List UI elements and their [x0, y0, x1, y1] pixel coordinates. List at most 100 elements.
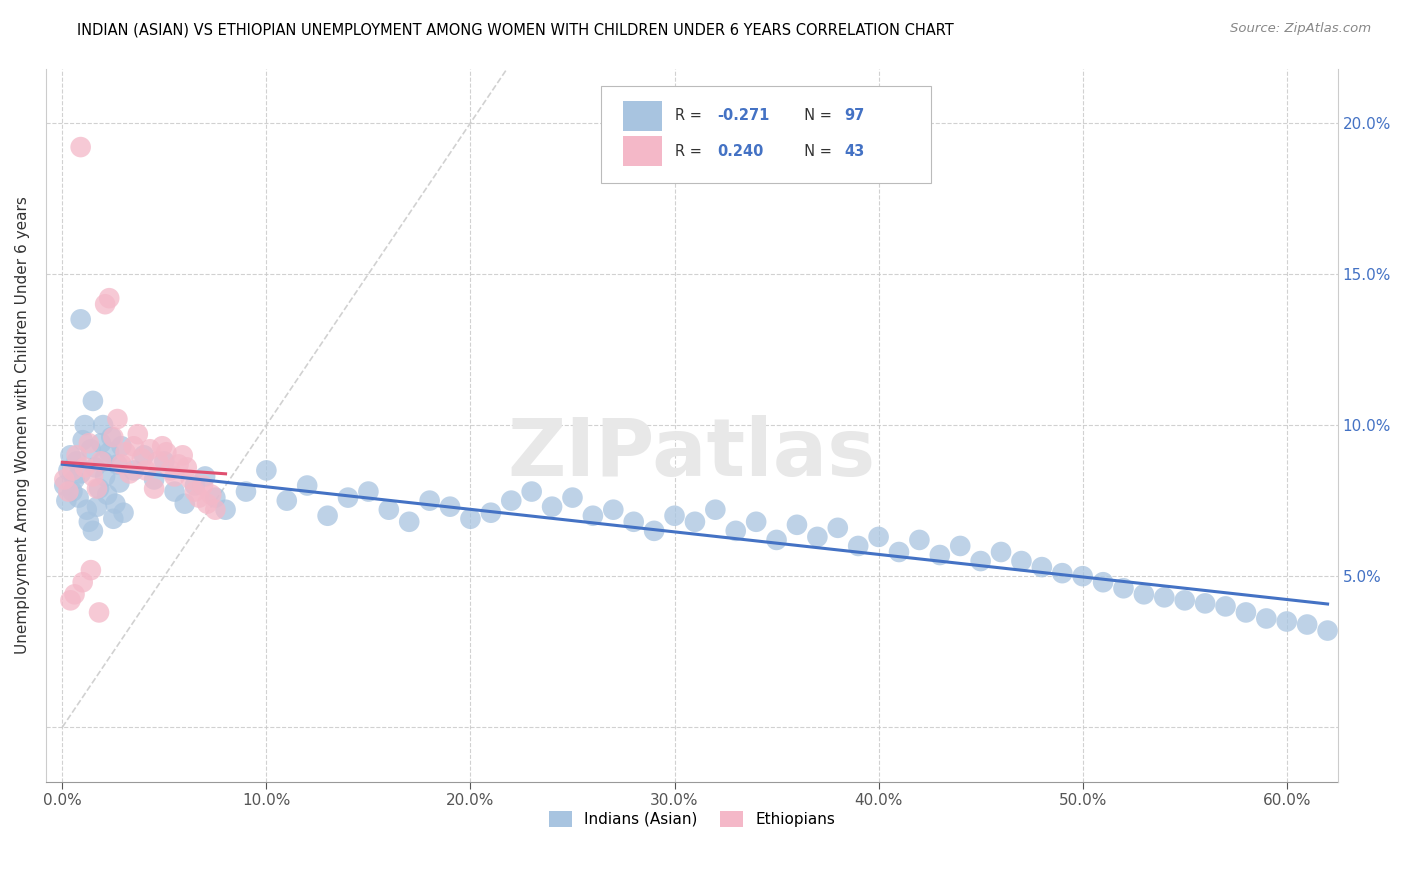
Point: [846, 539, 869, 553]
Point: [1071, 569, 1094, 583]
Point: [254, 463, 277, 477]
Point: [112, 506, 135, 520]
Point: [194, 469, 217, 483]
Point: [139, 442, 162, 457]
Point: [541, 500, 564, 514]
Point: [108, 475, 131, 490]
Point: [1215, 599, 1237, 614]
Y-axis label: Unemployment Among Women with Children Under 6 years: Unemployment Among Women with Children U…: [15, 196, 30, 654]
Point: [195, 497, 218, 511]
Point: [765, 533, 787, 547]
Point: [87, 606, 110, 620]
Point: [69, 312, 91, 326]
Point: [58, 463, 80, 477]
Point: [561, 491, 583, 505]
Point: [76, 502, 98, 516]
Point: [1256, 611, 1278, 625]
Point: [582, 508, 605, 523]
Point: [118, 467, 141, 481]
Point: [704, 502, 727, 516]
Point: [94, 297, 117, 311]
Point: [908, 533, 931, 547]
Point: [1052, 566, 1074, 581]
Point: [72, 575, 94, 590]
Point: [664, 508, 686, 523]
Point: [73, 460, 96, 475]
Point: [132, 448, 155, 462]
Point: [90, 454, 112, 468]
Point: [1174, 593, 1197, 607]
Point: [63, 587, 86, 601]
Point: [114, 445, 136, 459]
Point: [82, 393, 104, 408]
Point: [928, 548, 950, 562]
Point: [122, 463, 145, 477]
Text: N =: N =: [796, 108, 837, 123]
FancyBboxPatch shape: [623, 136, 662, 166]
Point: [176, 460, 198, 475]
Text: INDIAN (ASIAN) VS ETHIOPIAN UNEMPLOYMENT AMONG WOMEN WITH CHILDREN UNDER 6 YEARS: INDIAN (ASIAN) VS ETHIOPIAN UNEMPLOYMENT…: [77, 22, 955, 37]
Point: [143, 482, 166, 496]
Text: 97: 97: [844, 108, 865, 123]
Point: [1296, 617, 1319, 632]
Point: [87, 482, 110, 496]
Point: [204, 491, 226, 505]
Point: [1194, 596, 1216, 610]
Point: [86, 500, 108, 514]
Point: [163, 484, 186, 499]
Point: [110, 439, 132, 453]
Point: [77, 436, 100, 450]
Point: [80, 442, 103, 457]
Point: [150, 439, 173, 453]
Point: [520, 484, 543, 499]
Point: [724, 524, 747, 538]
Point: [623, 515, 645, 529]
Point: [100, 430, 122, 444]
Point: [887, 545, 910, 559]
Point: [827, 521, 849, 535]
Point: [73, 418, 96, 433]
FancyBboxPatch shape: [602, 87, 931, 183]
Point: [439, 500, 461, 514]
Point: [82, 469, 104, 483]
Point: [103, 512, 125, 526]
Text: R =: R =: [675, 144, 707, 159]
Point: [67, 491, 90, 505]
Point: [105, 458, 128, 472]
Point: [191, 478, 214, 492]
Point: [214, 502, 236, 516]
Point: [949, 539, 972, 553]
Point: [1153, 591, 1175, 605]
Point: [148, 454, 170, 468]
Point: [806, 530, 828, 544]
Point: [77, 515, 100, 529]
Point: [172, 448, 194, 462]
Point: [460, 512, 482, 526]
Point: [65, 454, 87, 468]
Point: [91, 418, 114, 433]
Point: [643, 524, 665, 538]
Point: [1275, 615, 1298, 629]
Point: [94, 469, 117, 483]
Point: [58, 484, 80, 499]
Point: [184, 484, 207, 499]
Point: [1112, 581, 1135, 595]
Text: N =: N =: [796, 144, 837, 159]
Point: [131, 451, 153, 466]
Point: [188, 491, 211, 505]
Point: [868, 530, 890, 544]
Point: [398, 515, 420, 529]
Point: [69, 140, 91, 154]
Point: [59, 448, 82, 462]
Point: [316, 508, 339, 523]
FancyBboxPatch shape: [623, 101, 662, 130]
Point: [65, 448, 87, 462]
Text: R =: R =: [675, 108, 707, 123]
Point: [84, 460, 107, 475]
Point: [1031, 560, 1053, 574]
Point: [96, 487, 118, 501]
Point: [337, 491, 360, 505]
Point: [235, 484, 257, 499]
Point: [127, 427, 149, 442]
Point: [969, 554, 991, 568]
